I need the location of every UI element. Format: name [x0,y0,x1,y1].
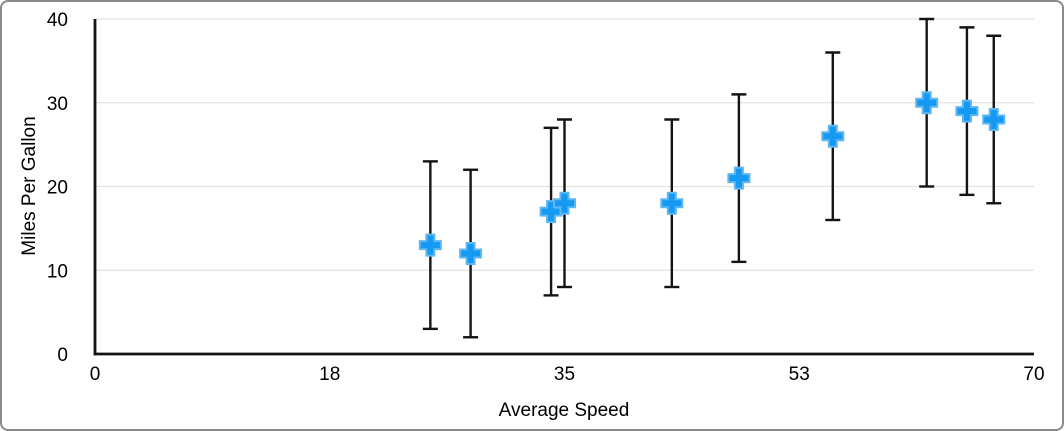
data-point [660,118,684,289]
plus-marker[interactable] [821,124,845,148]
plus-marker[interactable] [727,166,751,190]
y-tick-label-30: 30 [47,94,68,115]
x-axis-title: Average Speed [499,400,630,421]
data-point [727,93,751,264]
y-tick-label-20: 20 [47,178,68,199]
x-tick-label-53: 53 [789,364,810,385]
data-point [982,34,1006,205]
data-point [539,126,563,297]
plus-marker[interactable] [955,99,979,123]
tick-labels: 0 10 20 30 40 0 18 35 53 70 [47,10,1045,385]
plus-marker[interactable] [915,91,939,115]
y-tick-label-10: 10 [47,261,68,282]
y-tick-label-40: 40 [47,10,68,31]
y-tick-label-0: 0 [57,345,68,366]
plus-marker[interactable] [982,108,1006,131]
data-point [459,168,483,339]
data-point [955,26,979,197]
y-axis-title: Miles Per Gallon [19,116,40,255]
data-point [418,160,442,331]
data-point [915,17,939,188]
plus-marker[interactable] [459,242,483,265]
plus-marker[interactable] [418,233,442,257]
data-series [418,17,1006,339]
x-tick-label-70: 70 [1023,364,1044,385]
data-point [553,118,576,289]
x-tick-label-18: 18 [319,364,340,385]
axes [93,19,1034,356]
plus-marker[interactable] [553,191,576,215]
data-point [821,51,845,222]
plus-marker[interactable] [660,191,684,215]
x-tick-label-35: 35 [554,364,575,385]
plus-marker[interactable] [539,200,563,224]
x-tick-label-0: 0 [90,364,101,385]
